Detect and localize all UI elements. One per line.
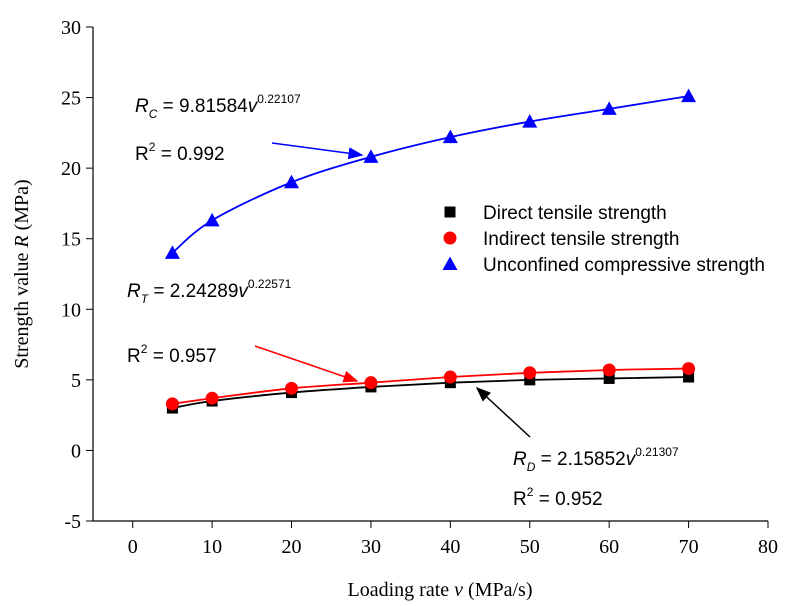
- legend-marker: [443, 231, 457, 245]
- eq-symbol: R: [513, 449, 527, 470]
- eq-variable: v: [626, 449, 637, 470]
- y-tick-label: 0: [71, 440, 81, 462]
- y-tick-label: 5: [71, 370, 81, 392]
- r2-value: = 0.992: [155, 144, 224, 165]
- fit-line: [172, 376, 689, 409]
- y-axis-title-part: (MPa): [11, 179, 33, 235]
- data-point: [165, 397, 179, 411]
- x-tick-label: 30: [361, 536, 381, 558]
- x-tick-label: 70: [679, 536, 699, 558]
- data-point: [284, 174, 300, 189]
- annotation-r2: R2 = 0.992: [135, 140, 225, 165]
- x-tick-label: 40: [440, 536, 460, 558]
- data-point: [364, 376, 378, 390]
- r2-value: = 0.952: [533, 489, 602, 510]
- annotation-arrow: [254, 345, 359, 383]
- y-tick-label: 10: [61, 299, 81, 321]
- data-point: [601, 101, 617, 115]
- fit-line: [171, 95, 689, 254]
- legend-label: Indirect tensile strength: [483, 229, 679, 250]
- annotation-equation: RD = 2.15852v0.21307: [513, 445, 679, 474]
- data-point: [523, 366, 537, 380]
- series: [164, 88, 697, 270]
- legend-marker: [444, 206, 456, 218]
- y-tick-label: -5: [64, 511, 81, 533]
- r2-base: R: [513, 489, 527, 510]
- eq-symbol: R: [127, 281, 141, 302]
- data-point: [443, 370, 457, 384]
- annotation-equation: RC = 9.81584v0.22107: [135, 92, 301, 121]
- r2-exponent: 2: [149, 140, 156, 154]
- y-tick-label: 20: [61, 158, 81, 180]
- x-tick-label: 10: [202, 536, 222, 558]
- eq-symbol: R: [135, 96, 149, 117]
- eq-text: = 2.15852: [535, 449, 625, 470]
- r2-base: R: [127, 346, 141, 367]
- annotation-r2: R2 = 0.952: [513, 485, 603, 510]
- x-tick-label: 80: [758, 536, 778, 558]
- eq-subscript: T: [141, 292, 150, 306]
- x-tick-label: 0: [128, 536, 138, 558]
- y-tick-label: 25: [61, 88, 81, 110]
- data-point: [164, 245, 180, 259]
- annotation-r2: R2 = 0.957: [127, 342, 217, 367]
- r2-value: = 0.957: [147, 346, 216, 367]
- data-point: [602, 363, 616, 377]
- data-point: [524, 374, 536, 386]
- y-tick-label: 30: [61, 17, 81, 39]
- data-point: [442, 129, 458, 144]
- x-tick-label: 20: [282, 536, 302, 558]
- x-axis-title: Loading rate v (MPa/s): [348, 579, 533, 601]
- annotation-arrow: [271, 142, 364, 160]
- eq-subscript: D: [527, 460, 536, 474]
- eq-text: = 9.81584: [157, 96, 248, 117]
- legend-marker: [442, 256, 458, 270]
- data-point: [205, 391, 219, 405]
- legend-label: Unconfined compressive strength: [483, 255, 765, 276]
- series: [165, 231, 696, 411]
- r2-exponent: 2: [527, 485, 534, 499]
- eq-subscript: C: [149, 107, 158, 121]
- eq-variable: v: [238, 281, 249, 302]
- y-tick-label: 15: [61, 229, 81, 251]
- y-axis-title-part: Strength value: [11, 248, 33, 369]
- data-point: [682, 362, 696, 376]
- eq-exponent: 0.22107: [257, 92, 301, 106]
- y-axis-title-var: R: [11, 235, 33, 248]
- eq-exponent: 0.22571: [248, 277, 292, 291]
- eq-exponent: 0.21307: [635, 445, 679, 459]
- y-axis-title: Strength value R (MPa): [11, 179, 33, 368]
- data-point: [285, 381, 299, 395]
- data-point: [204, 212, 220, 227]
- r2-exponent: 2: [141, 342, 148, 356]
- r2-base: R: [135, 144, 149, 165]
- legend-label: Direct tensile strength: [483, 203, 667, 224]
- x-axis-title-part: (MPa/s): [463, 579, 532, 601]
- x-tick-label: 50: [520, 536, 540, 558]
- eq-variable: v: [248, 96, 259, 117]
- annotation-equation: RT = 2.24289v0.22571: [127, 277, 292, 306]
- data-point: [363, 149, 379, 163]
- data-point: [522, 114, 538, 128]
- x-tick-label: 60: [599, 536, 619, 558]
- data-point: [683, 371, 695, 383]
- data-point: [603, 372, 615, 384]
- annotation-arrow: [475, 386, 531, 438]
- x-axis-title-part: Loading rate: [348, 579, 455, 601]
- eq-text: = 2.24289: [148, 281, 238, 302]
- data-point: [681, 88, 697, 103]
- x-axis-title-var: v: [454, 579, 463, 601]
